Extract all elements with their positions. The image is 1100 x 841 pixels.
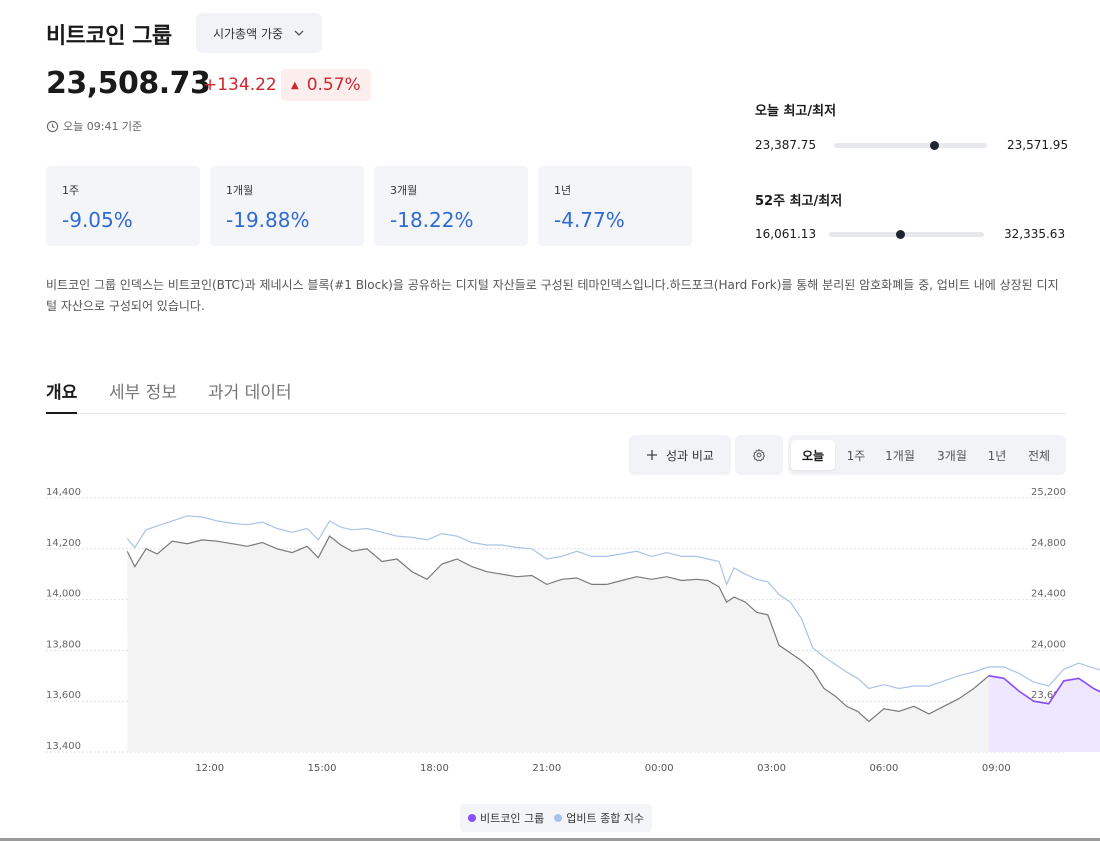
series-line-highlight[interactable] — [988, 675, 1100, 727]
weighting-select[interactable]: 시가총액 가중 — [196, 13, 322, 53]
as-of-time: 오늘 09:41 기준 — [46, 118, 142, 134]
week52-high: 32,335.63 — [1004, 227, 1066, 241]
x-tick-label: 09:00 — [982, 763, 1011, 774]
y-left-tick-label: 14,000 — [46, 589, 81, 600]
y-left-tick-label: 13,800 — [46, 639, 81, 650]
x-tick-label: 03:00 — [757, 763, 786, 774]
legend-label: 비트코인 그룹 — [480, 812, 545, 825]
x-tick-label: 15:00 — [308, 763, 337, 774]
page-title: 비트코인 그룹 — [46, 24, 172, 49]
series-area-bitcoin-group — [127, 536, 1100, 752]
y-left-tick-label: 14,400 — [46, 487, 81, 498]
perf-value: -4.77% — [554, 208, 625, 232]
gear-icon — [752, 448, 766, 462]
week52-range-bar — [829, 230, 984, 239]
y-left-tick-label: 14,200 — [46, 538, 81, 549]
x-tick-label: 18:00 — [420, 763, 449, 774]
index-description: 비트코인 그룹 인덱스는 비트코인(BTC)과 제네시스 블록(#1 Block… — [46, 278, 1059, 313]
price-change: +134.22 — [203, 75, 277, 95]
perf-card-1m: 1개월 -19.88% — [210, 166, 364, 246]
perf-card-1y: 1년 -4.77% — [538, 166, 692, 246]
x-tick-label: 12:00 — [195, 763, 224, 774]
tab-history[interactable]: 과거 데이터 — [208, 383, 292, 403]
today-high: 23,571.95 — [1007, 138, 1069, 152]
y-right-tick-label: 24,800 — [1031, 538, 1066, 549]
today-range-title: 오늘 최고/최저 — [755, 104, 837, 119]
perf-value: -19.88% — [226, 208, 310, 232]
compare-performance-button[interactable]: 성과 비교 — [629, 435, 731, 475]
today-range-marker — [930, 141, 940, 150]
legend-swatch — [554, 814, 563, 822]
legend-label: 업비트 종합 지수 — [566, 812, 645, 825]
perf-value: -9.05% — [62, 208, 133, 232]
week52-range-title: 52주 최고/최저 — [755, 194, 843, 209]
perf-card-3m: 3개월 -18.22% — [374, 166, 528, 246]
perf-card-1w: 1주 -9.05% — [46, 166, 200, 246]
legend-item-compare[interactable]: 업비트 종합 지수 — [554, 810, 644, 826]
compare-label: 성과 비교 — [666, 448, 714, 463]
period-today[interactable]: 오늘 — [791, 440, 835, 470]
today-low: 23,387.75 — [755, 138, 817, 152]
y-left-tick-label: 13,600 — [46, 690, 81, 701]
x-tick-label: 06:00 — [870, 763, 899, 774]
week52-low: 16,061.13 — [755, 227, 817, 241]
period-3m[interactable]: 3개월 — [937, 448, 967, 463]
period-all[interactable]: 전체 — [1027, 448, 1051, 463]
plus-icon — [647, 450, 657, 460]
weighting-label: 시가총액 가중 — [212, 26, 284, 41]
y-right-tick-label: 24,400 — [1031, 589, 1066, 600]
perf-label: 1개월 — [226, 184, 254, 197]
today-range-bar — [834, 141, 987, 150]
tab-overview[interactable]: 개요 — [46, 378, 78, 414]
legend-swatch — [468, 814, 476, 822]
chart-legend: 비트코인 그룹 업비트 종합 지수 — [460, 804, 653, 832]
change-pct-badge: ▲ 0.57% — [281, 69, 371, 101]
bottom-scrollbar — [0, 838, 1100, 841]
y-right-tick-label: 25,200 — [1031, 487, 1066, 498]
up-triangle-icon: ▲ — [291, 79, 299, 91]
perf-value: -18.22% — [390, 208, 474, 232]
legend-item-main[interactable]: 비트코인 그룹 — [468, 810, 544, 826]
tab-details[interactable]: 세부 정보 — [109, 383, 177, 403]
change-pct: 0.57% — [306, 75, 361, 95]
period-1w[interactable]: 1주 — [846, 448, 866, 463]
perf-label: 3개월 — [390, 184, 418, 197]
as-of-label: 오늘 09:41 기준 — [63, 120, 143, 133]
index-price: 23,508.73 — [46, 66, 211, 101]
price-chart[interactable]: 14,400 25,200 14,200 24,800 14,000 24,400 13,8… — [0, 480, 1100, 780]
y-left-tick-label: 13,400 — [46, 741, 81, 752]
clock-icon — [46, 120, 59, 132]
chevron-down-icon — [294, 30, 304, 36]
period-1y[interactable]: 1년 — [987, 448, 1007, 463]
x-tick-label: 00:00 — [645, 763, 674, 774]
series-line-upbit-composite[interactable] — [126, 515, 1100, 699]
y-right-tick-label: 23,600 — [1031, 690, 1066, 701]
period-1m[interactable]: 1개월 — [885, 448, 915, 463]
y-right-tick-label: 24,000 — [1031, 639, 1066, 650]
x-tick-label: 21:00 — [532, 763, 561, 774]
chart-settings-button[interactable] — [735, 435, 783, 475]
period-selector: 오늘 1주 1개월 3개월 1년 전체 — [788, 435, 1066, 475]
week52-range-marker — [895, 230, 905, 239]
section-tabs: 개요 세부 정보 과거 데이터 — [46, 378, 1066, 414]
series-area-highlight — [988, 675, 1100, 752]
perf-label: 1년 — [554, 184, 572, 197]
perf-label: 1주 — [62, 184, 80, 197]
